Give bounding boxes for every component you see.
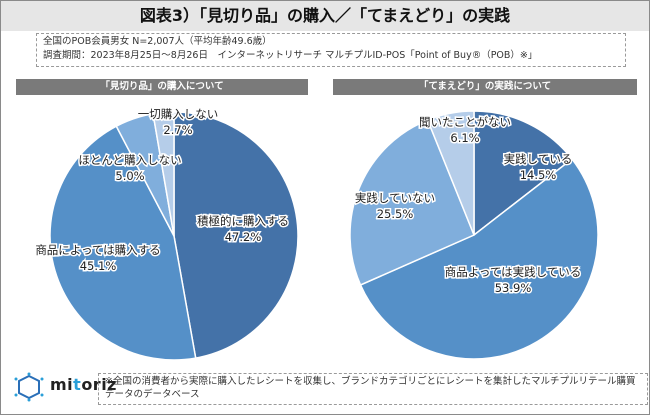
- slice-category-label: 実践していない: [355, 191, 435, 205]
- pie-slice: [359, 157, 599, 360]
- slice-category-label: 聞いたことがない: [419, 115, 511, 129]
- slice-value-label: 47.2%: [225, 230, 262, 244]
- logo-text-accent: t: [73, 375, 82, 394]
- pie-chart-temaedori: 実践している 14.5% 商品よっては実践している 53.9% 実践していない 25.5%…: [349, 110, 599, 360]
- slice-category-label: 実践している: [504, 152, 573, 166]
- pie-chart-kirihin: 積極的に購入する 47.2% 商品によっては購入する 45.1% ほとんど購入しない 5.…: [34, 106, 299, 361]
- slice-category-label: 商品よっては実践している: [445, 265, 582, 279]
- survey-sample-line: 全国のPOB会員男女 N=2,007人（平均年齢49.6歳）: [43, 36, 272, 47]
- chart-1-title: 「見切り品」の購入について: [16, 79, 308, 95]
- slice-value-label: 25.5%: [377, 207, 414, 221]
- slice-category-label: 一切購入しない: [138, 107, 219, 121]
- logo-text-part: mi: [50, 375, 74, 394]
- slice-value-label: 5.0%: [115, 169, 144, 183]
- slice-value-label: 6.1%: [450, 131, 479, 145]
- chart-2-title: 「てまえどり」の実践について: [333, 79, 637, 95]
- network-icon: [14, 372, 44, 402]
- pie-slice: [426, 110, 475, 236]
- slice-value-label: 45.1%: [80, 259, 117, 273]
- page-title: 図表3）「見切り品」の購入／「てまえどり」の実践: [1, 1, 649, 31]
- slice-value-label: 14.5%: [520, 168, 557, 182]
- pie-slice: [49, 125, 197, 361]
- slice-category-label: 商品によっては購入する: [35, 243, 160, 257]
- footnote-box: ※全国の消費者から実際に購入したレシートを収集し、ブランドカテゴリごとにレシート…: [98, 373, 648, 405]
- pie-slice: [473, 110, 574, 237]
- slice-category-label: ほとんど購入しない: [78, 153, 181, 167]
- slice-value-label: 53.9%: [495, 281, 532, 295]
- survey-info-box: 全国のPOB会員男女 N=2,007人（平均年齢49.6歳） 調査期間：2023…: [36, 33, 626, 67]
- pie-slice: [173, 111, 299, 359]
- slice-category-label: 積極的に購入する: [197, 214, 289, 228]
- pie-slice: [152, 111, 175, 237]
- pie-slice: [349, 119, 475, 286]
- slice-value-label: 2.7%: [163, 123, 192, 137]
- survey-period-line: 調査期間：2023年8月25日～8月26日 インターネットリサーチ マルチプルI…: [43, 50, 538, 61]
- mitoriz-logo: mitoriz: [12, 372, 117, 402]
